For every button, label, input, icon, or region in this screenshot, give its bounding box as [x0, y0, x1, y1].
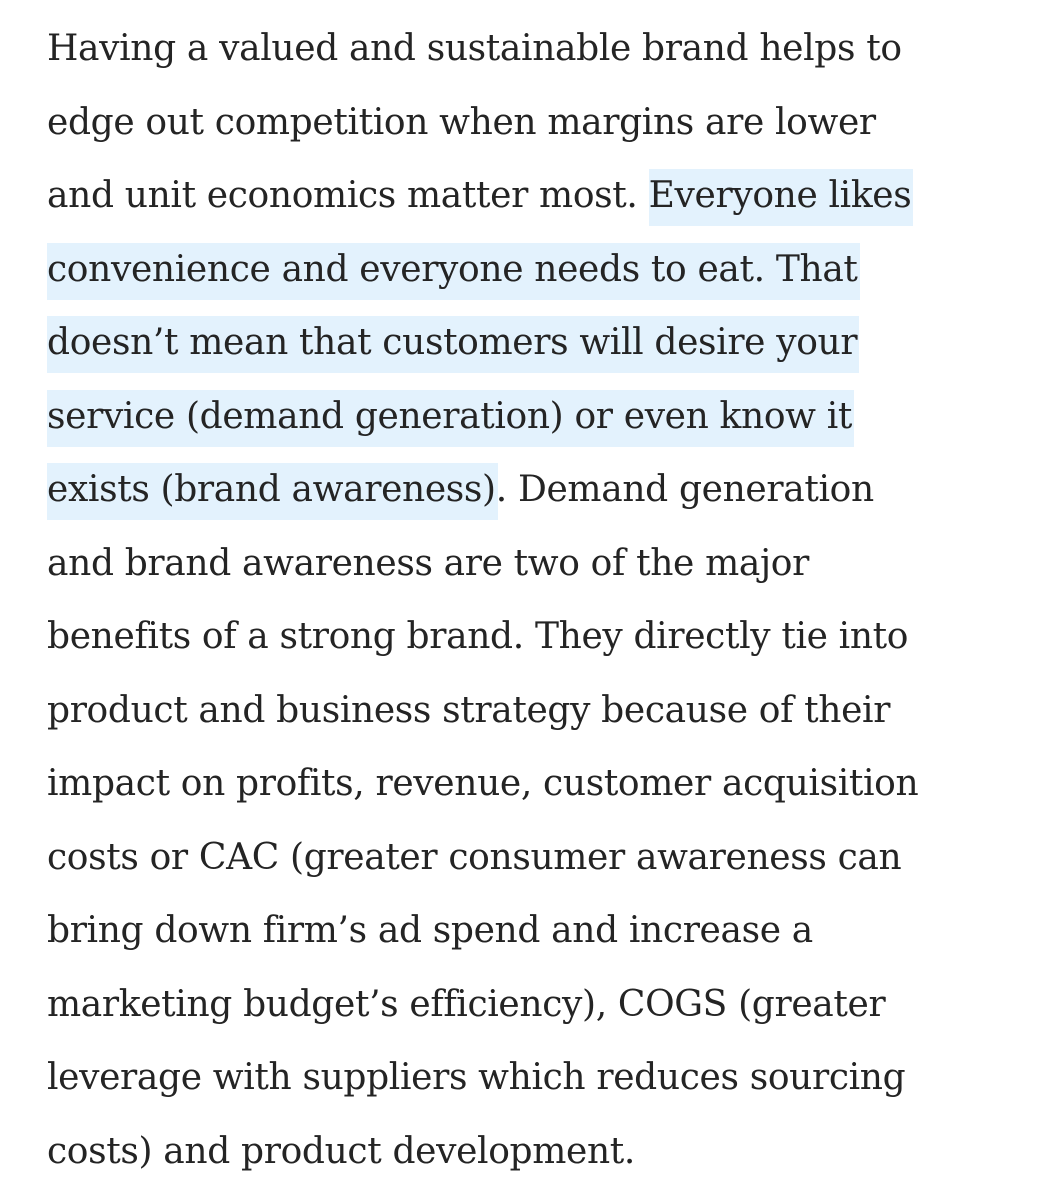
- paragraph-line: Having a valued and sustainable brand he…: [47, 12, 1047, 86]
- paragraph-line: product and business strategy because of…: [47, 674, 1047, 748]
- line-text: benefits of a strong brand. They directl…: [47, 616, 909, 657]
- line-text: and brand awareness are two of the major: [47, 542, 809, 584]
- paragraph-line: convenience and everyone needs to eat. T…: [47, 233, 1047, 307]
- line-text: Having a valued and sustainable brand he…: [47, 28, 902, 69]
- highlighted-text[interactable]: service (demand generation) or even know…: [47, 389, 855, 447]
- paragraph-line: benefits of a strong brand. They directl…: [47, 600, 1047, 674]
- paragraph-line: edge out competition when margins are lo…: [47, 86, 1047, 160]
- line-text: costs or CAC (greater consumer awareness…: [47, 836, 902, 878]
- paragraph-line: and unit economics matter most. Everyone…: [47, 159, 1047, 233]
- line-text: marketing budget’s efficiency), COGS (gr…: [47, 983, 886, 1025]
- paragraph-line: exists (brand awareness). Demand generat…: [47, 453, 1047, 527]
- line-text: edge out competition when margins are lo…: [47, 101, 876, 143]
- paragraph-line: leverage with suppliers which reduces so…: [47, 1041, 1047, 1115]
- line-text: . Demand generation: [495, 469, 874, 510]
- paragraph-line: impact on profits, revenue, customer acq…: [47, 747, 1047, 821]
- paragraph-line: costs or CAC (greater consumer awareness…: [47, 821, 1047, 895]
- paragraph-line: and brand awareness are two of the major: [47, 527, 1047, 601]
- highlighted-text[interactable]: convenience and everyone needs to eat. T…: [47, 242, 860, 300]
- line-text: product and business strategy because of…: [47, 689, 891, 731]
- line-text: and unit economics matter most.: [47, 175, 649, 216]
- line-text: leverage with suppliers which reduces so…: [47, 1057, 906, 1098]
- paragraph-line: costs) and product development.: [47, 1115, 1047, 1189]
- line-text: costs) and product development.: [47, 1130, 636, 1172]
- highlighted-text[interactable]: Everyone likes: [648, 169, 914, 226]
- line-text: impact on profits, revenue, customer acq…: [47, 763, 919, 804]
- line-text: bring down firm’s ad spend and increase …: [47, 910, 813, 951]
- article-paragraph: Having a valued and sustainable brand he…: [47, 12, 1047, 1188]
- paragraph-line: marketing budget’s efficiency), COGS (gr…: [47, 968, 1047, 1042]
- paragraph-line: doesn’t mean that customers will desire …: [47, 306, 1047, 380]
- highlighted-text[interactable]: exists (brand awareness): [47, 463, 498, 520]
- paragraph-line: service (demand generation) or even know…: [47, 380, 1047, 454]
- highlighted-text[interactable]: doesn’t mean that customers will desire …: [47, 316, 860, 373]
- paragraph-line: bring down firm’s ad spend and increase …: [47, 894, 1047, 968]
